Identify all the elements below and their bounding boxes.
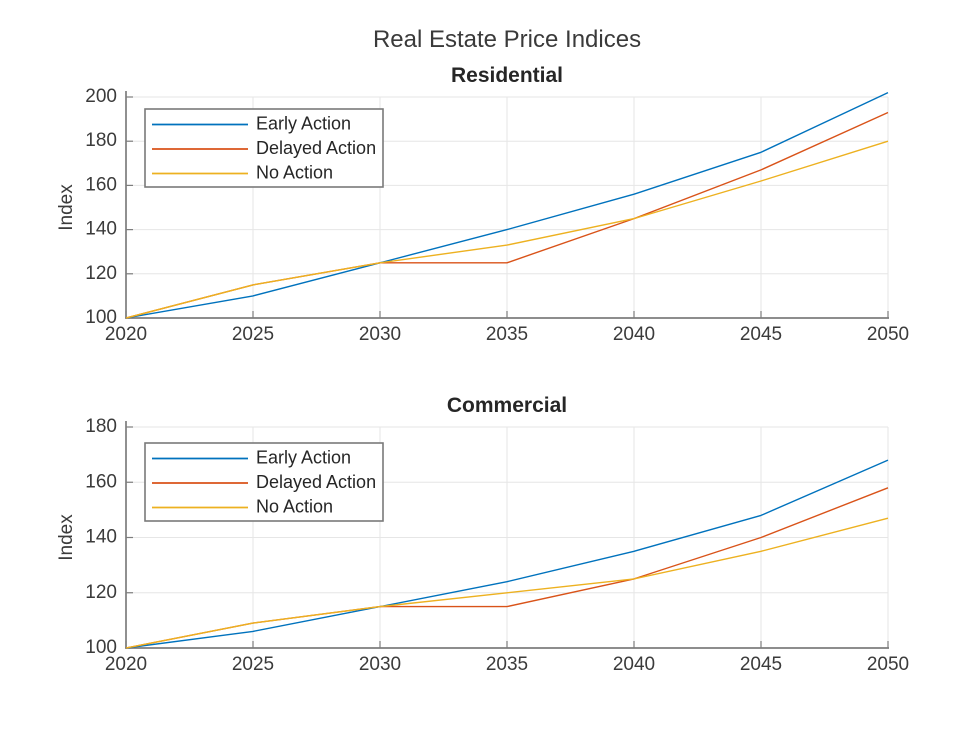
series-line-early-action <box>125 91 889 319</box>
figure-title: Real Estate Price Indices <box>372 26 642 53</box>
x-tick-label: 2050 <box>867 654 909 675</box>
x-tick-label: 2030 <box>359 324 401 345</box>
y-tick-label: 120 <box>85 263 117 284</box>
y-tick-label: 140 <box>85 527 117 548</box>
x-tick-label: 2020 <box>105 654 147 675</box>
legend-label-no-action: No Action <box>256 496 333 516</box>
legend-label-no-action: No Action <box>256 162 333 182</box>
y-tick-label: 200 <box>85 86 117 107</box>
legend: Early Action Delayed Action No Action <box>144 108 384 188</box>
chart-title: Commercial <box>447 394 567 417</box>
y-tick-label: 180 <box>85 416 117 437</box>
x-tick-label: 2050 <box>867 324 909 345</box>
x-tick-label: 2040 <box>613 654 655 675</box>
y-tick-label: 120 <box>85 582 117 603</box>
y-tick-label: 100 <box>85 637 117 658</box>
legend-label-early-action: Early Action <box>256 447 351 467</box>
legend-label-early-action: Early Action <box>256 113 351 133</box>
y-tick-label: 160 <box>85 471 117 492</box>
x-tick-label: 2030 <box>359 654 401 675</box>
chart-residential: 2020 2025 2030 2035 2040 2045 2050 100 120 140 160… <box>56 64 909 345</box>
y-axis-title: Index <box>56 184 77 231</box>
x-tick-label: 2035 <box>486 654 528 675</box>
legend: Early Action Delayed Action No Action <box>144 442 384 522</box>
x-tick-label: 2020 <box>105 324 147 345</box>
x-tick-label: 2045 <box>740 654 782 675</box>
series-line-early-action <box>125 459 889 649</box>
series-line-no-action <box>125 517 889 649</box>
chart-title: Residential <box>451 64 563 87</box>
x-tick-label: 2025 <box>232 324 274 345</box>
x-tick-label: 2045 <box>740 324 782 345</box>
y-tick-label: 180 <box>85 130 117 151</box>
y-tick-label: 160 <box>85 174 117 195</box>
x-tick-label: 2025 <box>232 654 274 675</box>
chart-commercial: 2020 2025 2030 2035 2040 2045 2050 100 120 140 160… <box>56 394 909 675</box>
y-axis-title: Index <box>56 514 77 561</box>
x-tick-label: 2035 <box>486 324 528 345</box>
x-tick-label: 2040 <box>613 324 655 345</box>
y-tick-label: 140 <box>85 219 117 240</box>
legend-label-delayed-action: Delayed Action <box>256 138 376 158</box>
legend-label-delayed-action: Delayed Action <box>256 472 376 492</box>
y-tick-label: 100 <box>85 307 117 328</box>
series-line-no-action <box>125 140 889 319</box>
